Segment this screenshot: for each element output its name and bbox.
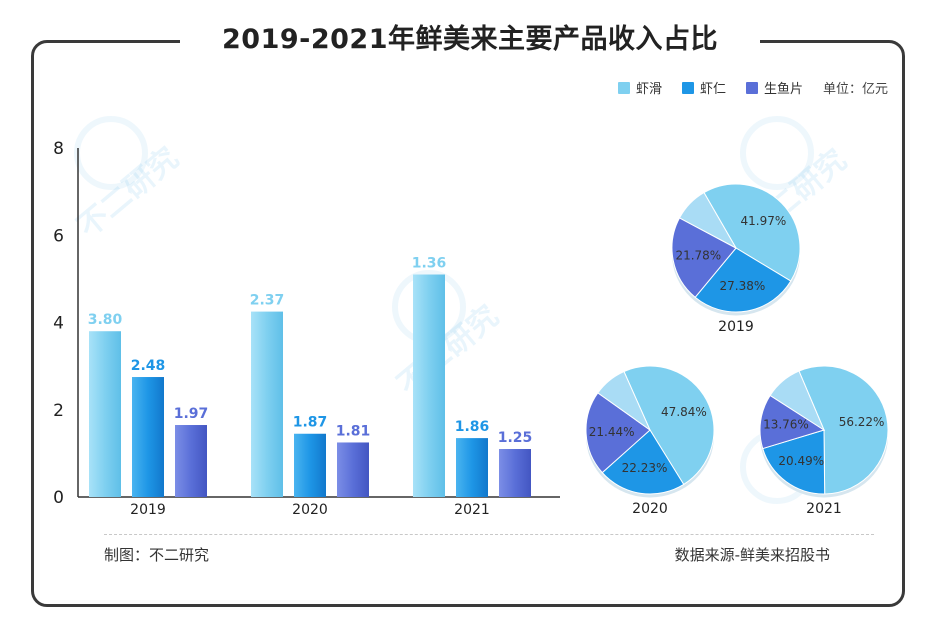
legend-label: 虾滑: [635, 82, 662, 97]
pie-slice-label: 20.49%: [778, 454, 824, 468]
unit-label: 单位：亿元: [822, 82, 888, 97]
pie-slice-label: 56.22%: [839, 415, 885, 429]
footer-divider: [104, 534, 874, 535]
bar: [132, 377, 164, 497]
title-container: 2019-2021年鲜美来主要产品收入占比: [180, 14, 760, 66]
y-tick-label: 8: [53, 139, 64, 159]
pie-slice: [585, 392, 651, 474]
pie-slice-label: 47.84%: [661, 405, 707, 419]
pie-slice-label: 41.97%: [741, 214, 787, 228]
pie-slice: [623, 365, 715, 486]
pie-charts: 41.97% 27.38% 21.78% 2019 47.84% 22.23% 21.44%…: [585, 183, 889, 517]
pie-slice: [769, 370, 826, 432]
y-tick-label: 2: [53, 401, 64, 421]
pie-slice: [703, 183, 801, 282]
bar-value-label: 1.25: [498, 430, 533, 446]
bar-value-label: 1.97: [174, 406, 209, 422]
bar-value-label: 2.37: [250, 293, 285, 309]
pie-slice: [678, 191, 738, 250]
bar-value-label: 1.36: [412, 256, 447, 272]
bar-value-label: 2.48: [131, 358, 166, 374]
x-tick-label: 2019: [130, 502, 166, 518]
data-source: 数据来源-鲜美来招股书: [674, 546, 830, 564]
pie-slice-label: 13.76%: [763, 418, 809, 432]
pie-slice: [597, 370, 652, 432]
legend-swatch: [681, 81, 694, 94]
legend: 虾滑 虾仁 生鱼片 单位：亿元: [598, 78, 888, 97]
y-tick-label: 4: [53, 314, 64, 334]
bar: [337, 442, 369, 497]
bar-chart: 0 2 4 6 8 3.80 2.48 1.97 2019 2.37 1.87 1.81 2020 1.3…: [53, 139, 560, 518]
pie-slice-label: 27.38%: [720, 279, 766, 293]
chart-credit: 制图：不二研究: [104, 546, 210, 564]
pie-year-label: 2020: [632, 501, 668, 517]
pie-slice: [759, 394, 826, 450]
pie-year-label: 2021: [806, 501, 842, 517]
legend-item-shrimp-paste: 虾滑: [617, 78, 662, 97]
legend-label: 虾仁: [699, 82, 726, 97]
x-tick-label: 2021: [454, 502, 490, 518]
pie-slice: [671, 217, 737, 298]
legend-label: 生鱼片: [763, 82, 803, 97]
y-tick-label: 0: [53, 488, 64, 508]
bar: [499, 449, 531, 497]
pie-slice-label: 21.78%: [675, 248, 721, 262]
bar: [294, 433, 326, 497]
pie-slice-label: 22.23%: [622, 461, 668, 475]
x-tick-label: 2020: [292, 502, 328, 518]
bar-value-label: 1.87: [293, 415, 328, 431]
bar-value-label: 1.81: [336, 423, 371, 439]
bar-value-label: 1.86: [455, 419, 490, 435]
bar: [251, 311, 283, 497]
bar: [89, 331, 121, 497]
bar: [413, 274, 445, 497]
pie-slice-label: 21.44%: [589, 425, 635, 439]
legend-swatch: [617, 81, 630, 94]
pie-slice: [601, 429, 685, 495]
chart-title: 2019-2021年鲜美来主要产品收入占比: [222, 24, 718, 55]
pie-slice: [762, 429, 826, 495]
pie-slice: [694, 247, 792, 313]
bar: [456, 438, 488, 497]
y-tick-label: 6: [53, 226, 64, 246]
legend-item-shrimp-meat: 虾仁: [681, 78, 726, 97]
pie-year-label: 2019: [718, 319, 754, 335]
pie-slice: [798, 365, 889, 495]
legend-item-sashimi: 生鱼片: [745, 78, 803, 97]
bar-value-label: 3.80: [88, 312, 123, 328]
legend-swatch: [745, 81, 758, 94]
bar: [175, 425, 207, 497]
